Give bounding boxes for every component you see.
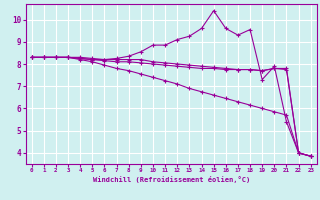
X-axis label: Windchill (Refroidissement éolien,°C): Windchill (Refroidissement éolien,°C) [92,176,250,183]
